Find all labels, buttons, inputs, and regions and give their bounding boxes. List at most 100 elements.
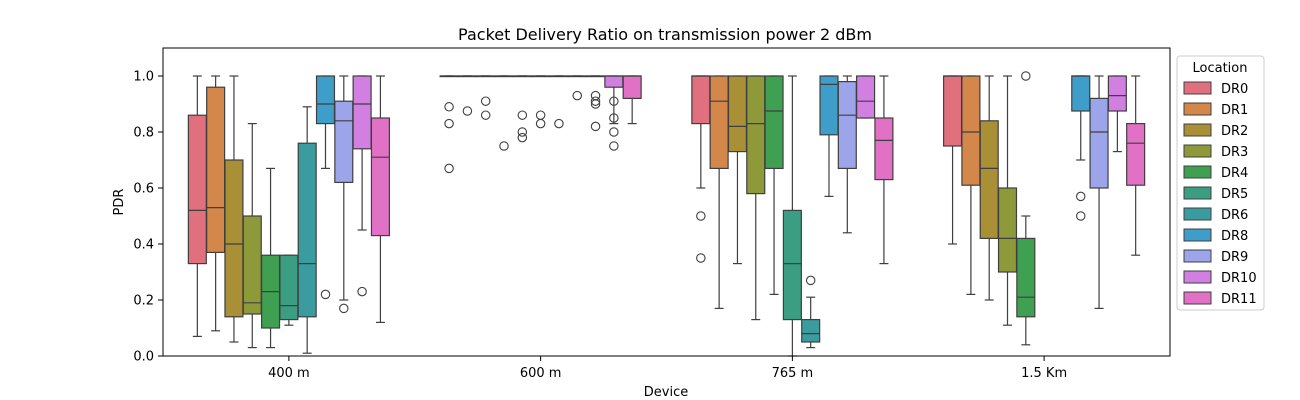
outlier-point xyxy=(696,211,706,221)
box-iqr xyxy=(1126,122,1146,186)
box-DR6-2 xyxy=(801,275,821,349)
box-DR5-2 xyxy=(782,75,802,357)
box-DR9-0 xyxy=(334,75,354,314)
outlier-point xyxy=(320,289,331,300)
box-iqr xyxy=(206,86,226,253)
outlier-point xyxy=(1075,191,1086,202)
box-DR0-1 xyxy=(439,75,459,174)
box-DR4-2 xyxy=(764,75,784,295)
outlier-point xyxy=(590,99,601,109)
outlier-point xyxy=(696,253,706,263)
outlier-point xyxy=(1021,71,1031,81)
legend: Location DR0 DR1 DR2 DR3 DR4 DR5 DR6 DR8 DR9 DR10… xyxy=(1176,55,1265,311)
box-DR2-3 xyxy=(979,75,999,301)
plot-frame xyxy=(162,47,1171,357)
outlier-point xyxy=(480,110,491,120)
box-iqr xyxy=(1016,237,1036,318)
box-iqr xyxy=(187,114,207,265)
box-iqr xyxy=(856,75,876,119)
box-iqr xyxy=(279,254,299,321)
box-iqr xyxy=(1089,97,1109,189)
legend-swatch xyxy=(1183,123,1212,137)
legend-item-dr4: DR4 xyxy=(1183,165,1248,181)
box-DR0-0 xyxy=(187,75,207,337)
box-DR4-1 xyxy=(512,75,532,143)
legend-swatch xyxy=(1183,249,1212,263)
y-axis: 0.0 0.2 0.4 0.6 0.8 1.0 xyxy=(133,70,163,365)
box-iqr xyxy=(746,75,766,195)
box-DR11-2 xyxy=(874,75,894,265)
outlier-point xyxy=(444,102,454,112)
box-DR1-1 xyxy=(457,75,477,116)
legend-swatch xyxy=(1183,102,1212,116)
outlier-point xyxy=(462,106,473,116)
box-iqr xyxy=(727,75,748,153)
legend-swatch xyxy=(1183,291,1212,305)
x-tick-label: 400 m xyxy=(268,366,310,381)
legend-swatch xyxy=(1183,144,1212,158)
box-iqr xyxy=(352,75,372,150)
box-iqr xyxy=(709,75,729,170)
box-DR8-1 xyxy=(567,75,587,101)
box-DR10-2 xyxy=(856,75,876,119)
outlier-point xyxy=(590,121,601,132)
legend-swatch xyxy=(1183,165,1212,179)
legend-label: DR11 xyxy=(1221,292,1257,307)
legend-item-dr0: DR0 xyxy=(1183,81,1248,97)
box-DR9-1 xyxy=(585,75,606,132)
box-DR0-2 xyxy=(691,75,711,263)
legend-item-dr11: DR11 xyxy=(1183,291,1257,307)
box-DR8-3 xyxy=(1071,75,1091,221)
outlier-point xyxy=(572,90,582,101)
legend-swatch xyxy=(1183,186,1212,200)
y-tick-label: 0.8 xyxy=(133,126,154,141)
box-iqr xyxy=(242,215,262,315)
outlier-point xyxy=(517,110,528,120)
outlier-point xyxy=(499,141,509,151)
legend-title: Location xyxy=(1193,61,1248,76)
outlier-point xyxy=(805,275,816,286)
outlier-point xyxy=(444,163,454,174)
box-iqr xyxy=(1107,75,1127,112)
outlier-point xyxy=(609,113,619,123)
box-DR2-0 xyxy=(224,75,244,343)
box-iqr xyxy=(370,117,390,237)
box-DR2-1 xyxy=(476,75,496,120)
box-DR4-0 xyxy=(260,167,281,349)
box-iqr xyxy=(874,117,894,181)
box-iqr xyxy=(334,100,354,183)
legend-item-dr5: DR5 xyxy=(1183,186,1248,202)
box-iqr xyxy=(297,142,317,318)
box-iqr xyxy=(622,75,642,99)
box-DR5-0 xyxy=(279,254,299,326)
box-iqr xyxy=(764,75,784,170)
x-tick-label: 1.5 Km xyxy=(1021,366,1067,381)
outlier-point xyxy=(535,118,546,129)
outlier-point xyxy=(535,110,546,120)
box-DR3-2 xyxy=(746,75,766,321)
box-iqr xyxy=(691,75,711,125)
box-DR3-1 xyxy=(494,75,514,151)
legend-label: DR2 xyxy=(1221,124,1248,139)
y-tick-label: 0.4 xyxy=(133,238,154,253)
box-DR6-1 xyxy=(549,75,569,129)
box-iqr xyxy=(1071,75,1091,112)
box-DR1-3 xyxy=(961,75,981,295)
legend-item-dr9: DR9 xyxy=(1183,249,1248,265)
box-iqr xyxy=(979,120,999,240)
box-DR11-1 xyxy=(622,75,642,125)
legend-label: DR3 xyxy=(1221,145,1248,160)
y-tick-label: 0.0 xyxy=(133,350,154,365)
y-tick-label: 0.6 xyxy=(133,182,154,197)
box-DR11-0 xyxy=(370,75,390,323)
legend-swatch xyxy=(1183,81,1212,95)
legend-item-dr1: DR1 xyxy=(1183,102,1248,118)
legend-item-dr10: DR10 xyxy=(1183,270,1257,286)
box-DR2-2 xyxy=(727,75,748,265)
legend-swatch xyxy=(1183,207,1212,221)
box-DR6-0 xyxy=(297,106,317,354)
box-iqr xyxy=(782,209,802,321)
outlier-point xyxy=(554,118,564,129)
box-DR8-0 xyxy=(315,75,336,300)
